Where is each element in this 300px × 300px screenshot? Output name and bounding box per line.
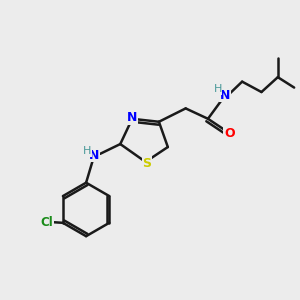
Text: N: N — [127, 111, 137, 124]
Text: H: H — [214, 84, 222, 94]
Text: N: N — [220, 88, 230, 101]
Text: S: S — [142, 157, 152, 170]
Text: O: O — [224, 127, 235, 140]
Text: Cl: Cl — [40, 216, 53, 229]
Text: H: H — [83, 146, 91, 157]
Text: N: N — [89, 148, 99, 162]
